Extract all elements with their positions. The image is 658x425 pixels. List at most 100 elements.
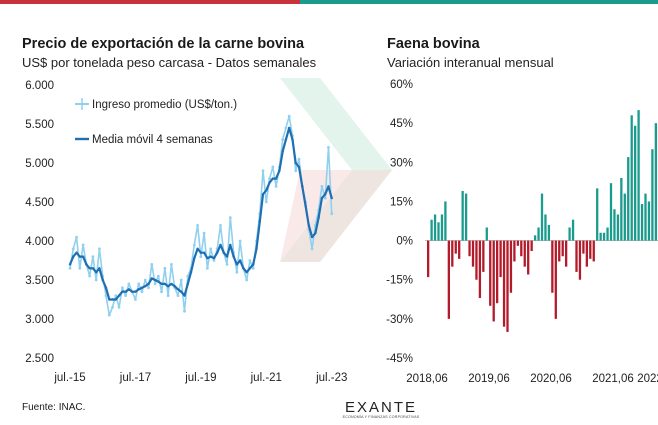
media-point <box>294 161 297 165</box>
media-point <box>238 259 242 262</box>
bar <box>475 240 478 280</box>
media-point <box>88 267 91 270</box>
ingreso-point <box>98 247 101 251</box>
media-point <box>330 196 333 200</box>
media-point <box>274 177 278 180</box>
right-chart-subtitle: Variación interanual mensual <box>387 55 554 70</box>
y-tick-label: 4.500 <box>25 197 54 209</box>
bar <box>496 240 499 304</box>
ingreso-point <box>127 282 131 286</box>
media-point <box>261 193 265 196</box>
price-chart: 6.000 5.500 5.000 4.500 4.000 3.500 3.000 2.500… <box>25 80 347 384</box>
bar <box>478 240 482 298</box>
y-tick-label: 4.000 <box>25 236 54 248</box>
media-point <box>153 278 157 282</box>
media-point <box>265 189 268 192</box>
media-point <box>91 267 95 270</box>
bar <box>458 240 461 259</box>
legend-label-media: Media móvil 4 semanas <box>92 134 213 146</box>
ingreso-point <box>183 309 186 313</box>
bar <box>464 193 468 241</box>
media-point <box>284 138 288 141</box>
x-tick-label: jul.-23 <box>315 372 347 384</box>
bar <box>568 227 571 241</box>
bar <box>630 115 633 241</box>
media-point <box>287 126 291 130</box>
media-point <box>219 243 222 247</box>
media-point <box>193 256 196 260</box>
ingreso-point <box>287 114 291 118</box>
media-point <box>127 288 131 291</box>
left-chart-title: Precio de exportación de la carne bovina <box>22 36 305 52</box>
bar <box>637 110 640 241</box>
ingreso-point <box>225 263 229 266</box>
media-point <box>160 282 163 286</box>
bar <box>520 240 523 257</box>
source-note: Fuente: INAC. <box>22 402 86 413</box>
ingreso-point <box>209 247 213 251</box>
ingreso-point <box>294 169 298 173</box>
media-point <box>163 282 167 286</box>
ingreso-point <box>88 274 92 278</box>
bar <box>489 240 492 306</box>
media-point <box>252 263 255 266</box>
ingreso-point <box>323 196 327 200</box>
ingreso-point <box>192 243 196 247</box>
media-point <box>144 285 147 288</box>
bar <box>644 193 647 241</box>
ingreso-point <box>297 157 301 161</box>
media-point <box>117 294 121 297</box>
media-point <box>216 251 219 254</box>
bar <box>544 214 547 241</box>
media-point <box>327 185 330 188</box>
bar <box>627 157 630 241</box>
media-point <box>317 216 320 219</box>
media-point <box>258 220 261 223</box>
media-point <box>212 256 216 260</box>
media-point <box>199 251 203 254</box>
left-chart-subtitle: US$ por tonelada peso carcasa - Datos se… <box>22 55 317 70</box>
bar <box>616 214 620 241</box>
ingreso-point <box>268 177 271 181</box>
ingreso-point <box>238 239 242 243</box>
bar <box>440 214 444 241</box>
bar <box>565 240 568 267</box>
bar <box>640 204 644 241</box>
media-point <box>202 251 206 254</box>
top-accent-red <box>0 0 300 4</box>
bar <box>513 240 516 262</box>
media-point <box>307 224 311 227</box>
bar <box>502 240 506 327</box>
bar <box>530 240 533 252</box>
ingreso-point <box>251 266 255 270</box>
media-point <box>310 235 314 239</box>
bar <box>527 240 530 275</box>
media-point <box>101 278 104 282</box>
ingreso-point <box>68 266 72 270</box>
bar <box>516 240 519 246</box>
media-point <box>173 285 176 288</box>
media-point <box>81 255 85 258</box>
y-tick-label: 3.500 <box>25 275 54 287</box>
right-chart-title: Faena bovina <box>387 36 480 52</box>
media-point <box>242 267 245 270</box>
media-point <box>114 298 118 301</box>
bar <box>634 125 637 241</box>
logo-subtext: ECONOMÍA Y FINANZAS CORPORATIVAS <box>342 415 420 419</box>
bar <box>551 240 554 293</box>
bar <box>571 219 575 241</box>
bar <box>592 240 595 262</box>
media-point <box>137 288 140 291</box>
ingreso-point <box>147 286 150 290</box>
media-point <box>222 251 225 254</box>
bar <box>585 240 588 267</box>
bar <box>437 222 440 241</box>
bar <box>602 232 606 241</box>
bar <box>558 240 561 262</box>
media-point <box>134 290 137 293</box>
media-point <box>130 290 134 293</box>
media-point <box>268 181 271 184</box>
media-point <box>206 256 209 260</box>
y-tick-label: 15% <box>390 196 413 208</box>
